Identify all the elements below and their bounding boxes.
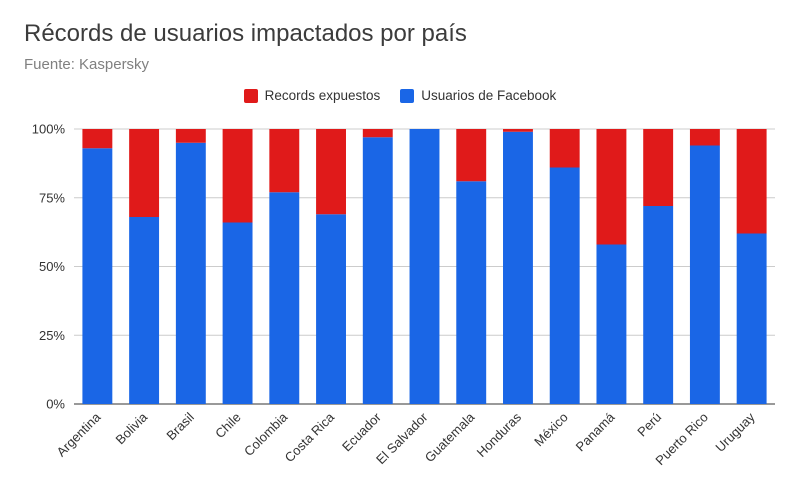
legend-swatch-facebook bbox=[400, 88, 415, 103]
bar-usuarios-facebook bbox=[129, 217, 160, 404]
x-tick-label: Brasil bbox=[163, 409, 197, 443]
legend-label-facebook: Usuarios de Facebook bbox=[421, 88, 557, 103]
chart-legend: Records expuestos Usuarios de Facebook bbox=[0, 88, 800, 103]
bar-records-expuestos bbox=[269, 129, 300, 193]
bar-usuarios-facebook bbox=[409, 129, 440, 404]
x-tick-label: El Salvador bbox=[373, 409, 431, 467]
x-tick-label: Guatemala bbox=[422, 409, 478, 465]
chart-subtitle: Fuente: Kaspersky bbox=[24, 56, 150, 73]
y-tick-label: 75% bbox=[39, 190, 65, 205]
y-tick-label: 0% bbox=[46, 397, 65, 412]
legend-swatch-records bbox=[243, 88, 258, 103]
legend-item-facebook: Usuarios de Facebook bbox=[400, 88, 556, 103]
legend-item-records: Records expuestos bbox=[243, 88, 381, 103]
bar-usuarios-facebook bbox=[596, 244, 627, 404]
bar-records-expuestos bbox=[503, 129, 533, 132]
bar-records-expuestos bbox=[175, 129, 206, 143]
x-tick-label: Ecuador bbox=[339, 409, 384, 454]
x-tick-label: Uruguay bbox=[712, 409, 758, 455]
bar-usuarios-facebook bbox=[689, 145, 720, 404]
bar-records-expuestos bbox=[643, 129, 674, 206]
x-tick-label: Argentina bbox=[54, 409, 105, 460]
x-tick-label: Bolivia bbox=[113, 409, 151, 447]
bar-usuarios-facebook bbox=[175, 142, 206, 404]
bar-records-expuestos bbox=[222, 129, 253, 223]
bar-usuarios-facebook bbox=[82, 148, 113, 404]
bar-records-expuestos bbox=[456, 129, 487, 182]
x-tick-label: Chile bbox=[212, 410, 244, 442]
x-tick-label: Perú bbox=[634, 410, 664, 440]
x-tick-label: Costa Rica bbox=[282, 409, 338, 465]
y-tick-label: 25% bbox=[39, 328, 65, 343]
bar-usuarios-facebook bbox=[643, 206, 674, 404]
bar-records-expuestos bbox=[736, 129, 767, 234]
bar-usuarios-facebook bbox=[736, 233, 767, 404]
bar-usuarios-facebook bbox=[316, 214, 346, 404]
bar-usuarios-facebook bbox=[222, 222, 253, 404]
bar-records-expuestos bbox=[82, 129, 113, 149]
x-tick-label: Panamá bbox=[573, 409, 618, 454]
bar-records-expuestos bbox=[689, 129, 720, 146]
bar-records-expuestos bbox=[549, 129, 580, 168]
x-tick-label: México bbox=[531, 410, 571, 450]
bar-usuarios-facebook bbox=[549, 167, 580, 404]
y-tick-label: 100% bbox=[32, 122, 66, 137]
bar-usuarios-facebook bbox=[362, 137, 393, 404]
bar-records-expuestos bbox=[316, 129, 346, 215]
bar-usuarios-facebook bbox=[269, 192, 300, 404]
bar-records-expuestos bbox=[362, 129, 393, 138]
bar-records-expuestos bbox=[129, 129, 160, 217]
x-tick-label: Honduras bbox=[474, 409, 525, 460]
legend-label-records: Records expuestos bbox=[264, 88, 381, 103]
bar-records-expuestos bbox=[596, 129, 627, 245]
y-tick-label: 50% bbox=[39, 259, 65, 274]
bar-usuarios-facebook bbox=[503, 131, 533, 404]
chart-title: Récords de usuarios impactados por país bbox=[24, 20, 467, 47]
bar-usuarios-facebook bbox=[456, 181, 487, 404]
